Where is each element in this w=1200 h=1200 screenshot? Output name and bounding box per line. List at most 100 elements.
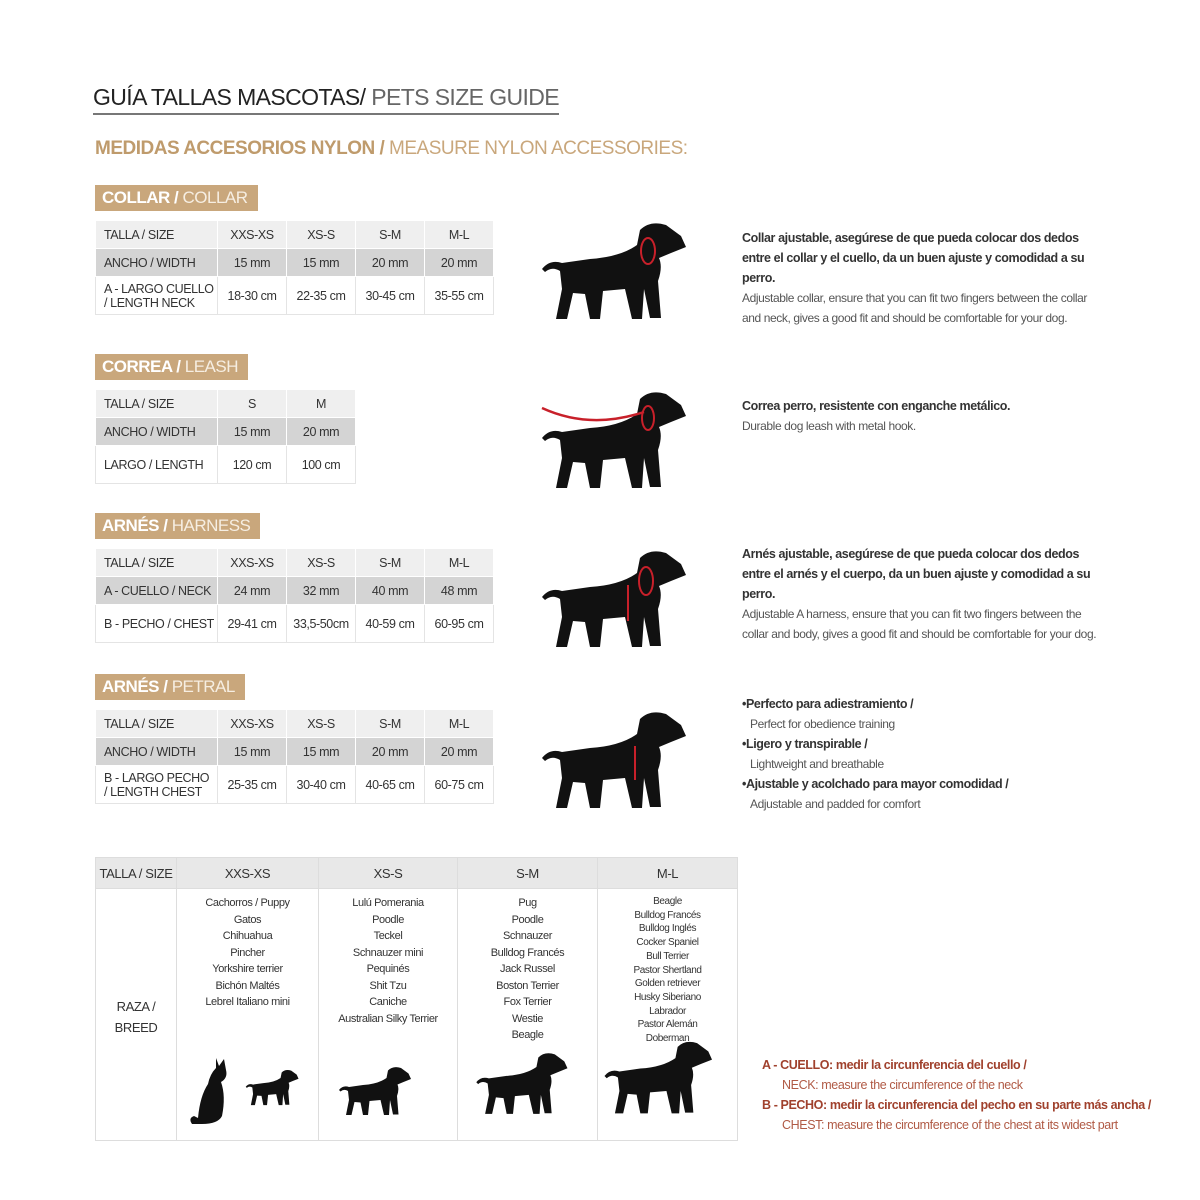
section-label: ARNÉS / HARNESS [95, 513, 261, 539]
table-cell: S-M [355, 220, 425, 249]
description: Arnés ajustable, asegúrese de que pueda … [742, 544, 1102, 644]
table-cell: 30-45 cm [355, 276, 425, 315]
table-cell: TALLA / SIZE [95, 220, 218, 249]
size-table: TALLA / SIZE XXS-XS XS-S S-M M-L A - CUELLO /… [95, 548, 494, 643]
table-cell: 20 mm [355, 248, 425, 277]
breed-name: Husky Siberiano [634, 991, 701, 1003]
subtitle-es: MEDIDAS ACCESORIOS NYLON / [95, 138, 385, 159]
section-label-en: COLLAR [182, 188, 249, 207]
breed-name: Lebrel Italiano mini [205, 996, 290, 1008]
section-label-en: PETRAL [171, 677, 236, 696]
table-cell: 15 mm [217, 737, 287, 766]
description-en: Durable dog leash with metal hook. [742, 419, 916, 433]
section-label-es: CORREA / [102, 357, 181, 376]
leash-mark [541, 406, 645, 422]
title: GUÍA TALLAS MASCOTAS/ PETS SIZE GUIDE [93, 84, 560, 115]
breed-row: RAZA / BREED Cachorros / Puppy Gatos Chihua… [95, 888, 738, 1141]
table-cell: 15 mm [217, 417, 287, 446]
table-row: ANCHO / WIDTH 15 mm 15 mm 20 mm 20 mm [95, 248, 494, 277]
description: Collar ajustable, asegúrese de que pueda… [742, 228, 1102, 328]
dog-silhouette [542, 392, 686, 488]
title-es: GUÍA TALLAS MASCOTAS/ [93, 84, 366, 110]
table-cell: M-L [424, 220, 494, 249]
breed-header-row: TALLA / SIZE XXS-XS XS-S S-M M-L [95, 857, 738, 889]
table-cell: 60-95 cm [424, 604, 494, 643]
breed-name: Beagle [511, 1029, 544, 1041]
dog-illustration [476, 1053, 568, 1114]
collar-mark [640, 237, 656, 265]
breed-name: Bull Terrier [646, 950, 689, 962]
table-row: A - LARGO CUELLO / LENGTH NECK 18-30 cm 22… [95, 276, 494, 315]
table-cell: 22-35 cm [286, 276, 356, 315]
breed-name: Lulú Pomerania [352, 897, 424, 909]
note-en: NECK: measure the circumference of the n… [782, 1078, 1023, 1092]
table-cell: ANCHO / WIDTH [95, 248, 218, 277]
section-label-en: HARNESS [171, 516, 251, 535]
table-cell: 120 cm [217, 445, 287, 484]
breed-name: Pequinés [366, 963, 410, 975]
breed-name: Jack Russel [500, 963, 555, 975]
description-es: Correa perro, resistente con enganche me… [742, 399, 1011, 413]
section-label: CORREA / LEASH [95, 354, 248, 380]
subtitle: MEDIDAS ACCESORIOS NYLON / MEASURE NYLON… [95, 138, 688, 160]
breed-name: Poodle [511, 913, 544, 926]
breed-header-cell: TALLA / SIZE [95, 857, 177, 889]
table-cell: ANCHO / WIDTH [95, 737, 218, 766]
breed-name: Pastor Shertland [633, 964, 702, 976]
description-es: Collar ajustable, asegúrese de que pueda… [742, 231, 1085, 285]
bullet-en: Perfect for obedience training [750, 717, 895, 731]
breed-name: Yorkshire terrier [212, 963, 283, 975]
breed-name: Boston Terrier [496, 979, 559, 992]
table-row: B - PECHO / CHEST 29-41 cm 33,5-50cm 40-59 … [95, 604, 494, 643]
table-cell: S-M [355, 709, 425, 738]
dog-silhouette [542, 551, 686, 647]
section-label-es: ARNÉS / [102, 516, 168, 535]
breed-name: Doberman [645, 1033, 690, 1045]
description: Correa perro, resistente con enganche me… [742, 396, 1102, 436]
dog-illustration [542, 551, 686, 647]
table-cell: 40-65 cm [355, 765, 425, 804]
table-row: B - LARGO PECHO / LENGTH CHEST 25-35 cm 30… [95, 765, 494, 804]
table-cell: TALLA / SIZE [95, 709, 218, 738]
table-row: ANCHO / WIDTH 15 mm 20 mm [95, 417, 356, 446]
breed-name: Bulldog Francés [634, 909, 701, 921]
breed-name: Gatos [233, 913, 262, 926]
dog-illustration [604, 1041, 713, 1114]
breed-name: Westie [511, 1012, 544, 1025]
table-cell: 48 mm [424, 576, 494, 605]
table-cell: XS-S [286, 220, 356, 249]
breed-list: Pug Poodle Schnauzer Bulldog Francés Jack Ru… [457, 888, 598, 1141]
table-row: A - CUELLO / NECK 24 mm 32 mm 40 mm 48 mm [95, 576, 494, 605]
table-cell: 18-30 cm [217, 276, 287, 315]
table-cell: 20 mm [355, 737, 425, 766]
dog-illustration [245, 1070, 299, 1106]
breed-name: Bichón Maltés [215, 979, 280, 992]
table-row: TALLA / SIZE XXS-XS XS-S S-M M-L [95, 548, 494, 577]
table-row: ANCHO / WIDTH 15 mm 15 mm 20 mm 20 mm [95, 737, 494, 766]
table-cell: 25-35 cm [217, 765, 287, 804]
table-cell: 20 mm [424, 248, 494, 277]
subtitle-en: MEASURE NYLON ACCESSORIES: [389, 138, 688, 159]
table-cell: 20 mm [424, 737, 494, 766]
breed-name: Fox Terrier [503, 996, 552, 1008]
dog-silhouette [604, 1041, 713, 1114]
breed-name: Cocker Spaniel [636, 937, 699, 949]
note-en: CHEST: measure the circumference of the … [782, 1118, 1118, 1132]
neck-mark [638, 566, 654, 596]
table-row: TALLA / SIZE XXS-XS XS-S S-M M-L [95, 220, 494, 249]
table-cell: 40-59 cm [355, 604, 425, 643]
table-cell: TALLA / SIZE [95, 389, 218, 418]
table-cell: 32 mm [286, 576, 356, 605]
breed-name: Caniche [369, 996, 407, 1008]
table-cell: XXS-XS [217, 220, 287, 249]
description-en: Adjustable collar, ensure that you can f… [742, 291, 1088, 325]
title-en: PETS SIZE GUIDE [371, 84, 560, 110]
breed-header-cell: XXS-XS [176, 857, 319, 889]
breed-header-cell: XS-S [318, 857, 458, 889]
description: Perfecto para adiestramiento / Perfect fo… [742, 694, 1102, 814]
table-cell: ANCHO / WIDTH [95, 417, 218, 446]
table-row: LARGO / LENGTH 120 cm 100 cm [95, 445, 356, 484]
breed-name: Golden retriever [634, 978, 701, 990]
section-label-es: ARNÉS / [102, 677, 168, 696]
dog-illustration [542, 223, 686, 319]
